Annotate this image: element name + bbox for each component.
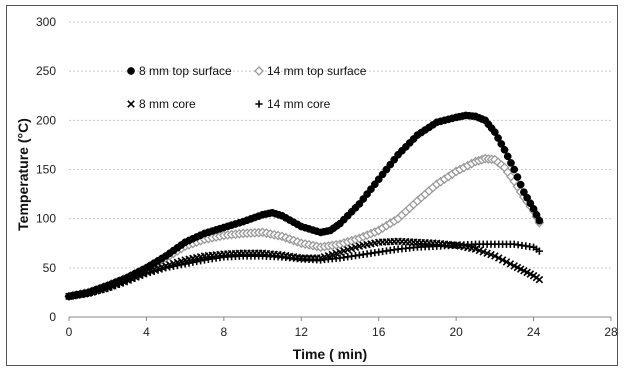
data-point	[497, 140, 506, 148]
data-point	[491, 128, 499, 136]
legend-entry: 14 mm top surface	[254, 64, 367, 78]
data-point	[513, 173, 522, 181]
legend-label: 14 mm core	[267, 97, 331, 111]
data-point	[506, 260, 515, 268]
y-tick-label: 100	[36, 212, 56, 226]
legend-label: 8 mm core	[139, 97, 196, 111]
data-point	[535, 247, 543, 255]
data-point	[500, 145, 509, 154]
tick-labels: 0 4 8 12 16 20 24 28 0 50 100 150 200 250 300	[36, 15, 618, 339]
data-point	[535, 216, 544, 225]
y-tick-label: 0	[49, 310, 56, 324]
x-tick-label: 0	[66, 325, 73, 339]
y-tick-label: 300	[36, 15, 56, 29]
y-tick-label: 250	[36, 64, 56, 78]
data-point	[494, 254, 503, 262]
legend-entry: 14 mm core	[255, 97, 331, 111]
series-filled-circle	[65, 111, 544, 301]
data-point	[491, 252, 499, 260]
data-point	[494, 134, 502, 142]
gridlines	[69, 21, 611, 269]
data-point	[535, 275, 544, 284]
legend-marker	[127, 100, 135, 108]
data-point	[503, 152, 512, 161]
data-point	[498, 256, 507, 264]
x-tick-label: 28	[604, 325, 618, 339]
x-axis-title: Time ( min)	[293, 346, 367, 362]
y-tick-label: 50	[43, 261, 57, 275]
x-tick-label: 12	[295, 325, 309, 339]
legend-entry: 8 mm top surface	[127, 64, 232, 78]
legend-marker	[127, 67, 135, 75]
axes	[68, 316, 612, 321]
legend-marker	[254, 66, 264, 76]
legend-label: 8 mm top surface	[139, 64, 232, 78]
data-point	[516, 180, 525, 189]
y-tick-label: 200	[36, 113, 56, 127]
legend-label: 14 mm top surface	[267, 64, 367, 78]
data-point	[502, 258, 511, 266]
data-point	[510, 165, 519, 174]
x-tick-label: 4	[143, 325, 150, 339]
data-markers	[64, 111, 545, 302]
x-tick-label: 8	[221, 325, 228, 339]
y-tick-label: 150	[36, 163, 56, 177]
data-point	[507, 159, 515, 167]
y-axis-title: Temperature (°C)	[15, 118, 31, 231]
x-tick-label: 24	[527, 325, 541, 339]
x-tick-label: 16	[372, 325, 386, 339]
legend: 8 mm top surface 14 mm top surface 8 mm co…	[127, 64, 367, 111]
series-open-diamond	[64, 153, 545, 302]
legend-entry: 8 mm core	[127, 97, 196, 111]
x-tick-label: 20	[449, 325, 463, 339]
legend-marker	[255, 100, 263, 108]
